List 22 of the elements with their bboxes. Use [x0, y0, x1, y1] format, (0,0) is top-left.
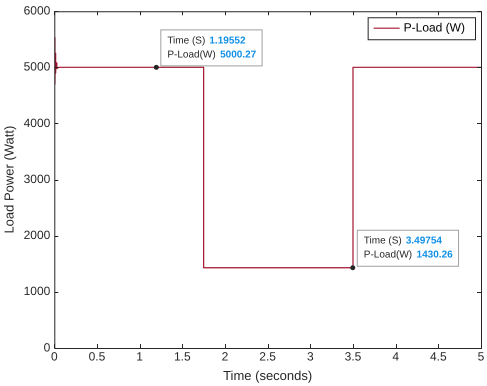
y-tick-label: 2000	[24, 228, 51, 242]
x-tick-label: 3	[306, 350, 314, 364]
legend-label: P-Load (W)	[404, 20, 466, 35]
annotation: Time (S) 1.19552 P-Load(W) 5000.27	[167, 35, 257, 60]
x-tick-label: 5	[478, 350, 485, 364]
x-tick-label: 4	[392, 350, 400, 364]
x-axis-title: Time (seconds)	[223, 368, 312, 383]
x-tick-label: 3.5	[344, 350, 362, 364]
annotation: Time (S) 3.49754 P-Load(W) 1430.26	[364, 236, 454, 261]
y-tick-label: 4000	[24, 116, 51, 130]
x-tick-label: 2.5	[259, 350, 276, 364]
x-tick-label: 1	[136, 350, 144, 364]
y-tick-label: 1000	[24, 284, 51, 298]
y-tick-label: 3000	[24, 172, 51, 186]
y-tick-label: 6000	[24, 4, 51, 18]
x-tick-label: 4.5	[430, 350, 447, 364]
x-tick-label: 0.5	[88, 350, 106, 364]
y-tick-label: 0	[44, 340, 51, 354]
x-tick-label: 2	[222, 350, 229, 364]
y-tick-label: 5000	[24, 60, 51, 74]
x-tick-label: 1.5	[174, 350, 191, 364]
y-axis-title: Load Power (Watt)	[1, 126, 16, 234]
